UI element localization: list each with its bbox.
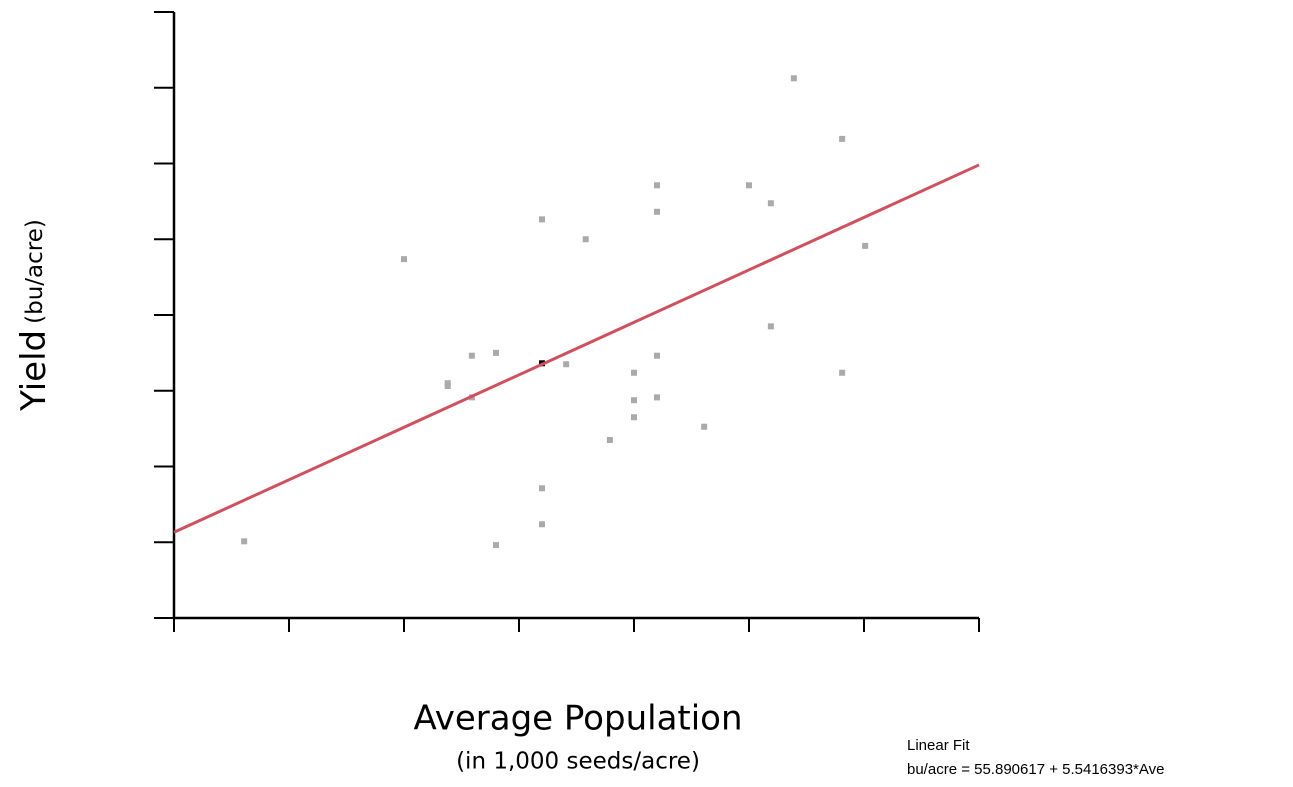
fit-line <box>174 165 979 532</box>
x-axis-unit: (in 1,000 seeds/acre) <box>456 749 700 775</box>
point <box>701 424 707 430</box>
point <box>791 75 797 81</box>
point <box>445 383 451 389</box>
point <box>768 323 774 329</box>
point <box>631 397 637 403</box>
point <box>493 350 499 356</box>
y-axis-label: Yield <box>14 330 54 412</box>
point <box>539 216 545 222</box>
point <box>493 542 499 548</box>
fit-title: Linear Fit <box>907 737 970 754</box>
point <box>654 394 660 400</box>
point <box>241 538 247 544</box>
point <box>607 437 613 443</box>
point <box>401 256 407 262</box>
point <box>768 200 774 206</box>
point <box>539 521 545 527</box>
point <box>862 243 868 249</box>
point <box>839 370 845 376</box>
fit-equation: bu/acre = 55.890617 + 5.5416393*Ave <box>907 761 1164 778</box>
point <box>654 209 660 215</box>
point <box>469 353 475 359</box>
point <box>631 414 637 420</box>
point <box>746 182 752 188</box>
point <box>583 236 589 242</box>
x-axis-label: Average Population <box>413 699 742 739</box>
point <box>539 485 545 491</box>
point <box>654 182 660 188</box>
point <box>654 353 660 359</box>
chart: Average Population (in 1,000 seeds/acre)… <box>0 0 1293 787</box>
point <box>563 361 569 367</box>
point <box>839 136 845 142</box>
y-axis-label-group: Yield (bu/acre) <box>14 219 54 412</box>
point <box>631 370 637 376</box>
y-axis-unit: (bu/acre) <box>22 219 48 324</box>
